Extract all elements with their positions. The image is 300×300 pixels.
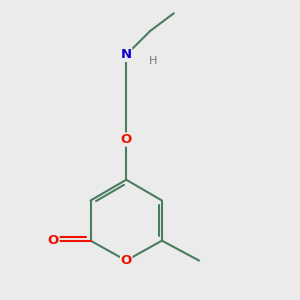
Text: O: O <box>48 234 59 247</box>
Text: O: O <box>121 133 132 146</box>
Text: O: O <box>121 254 132 267</box>
Text: H: H <box>149 56 157 66</box>
Text: N: N <box>121 48 132 62</box>
